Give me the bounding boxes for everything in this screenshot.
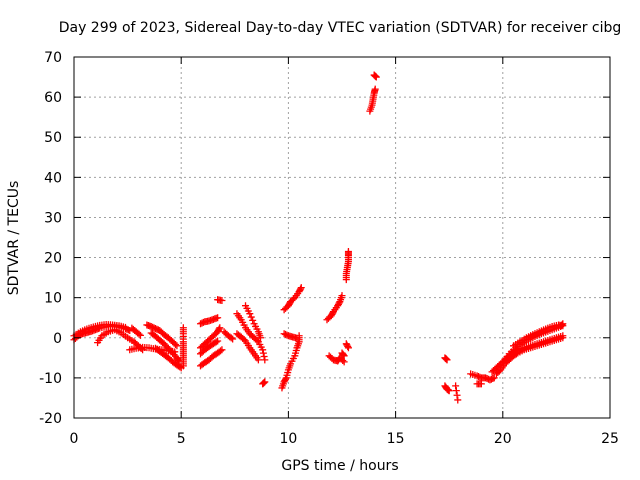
data-point <box>218 346 226 354</box>
x-tick-label: 5 <box>177 431 186 447</box>
data-point <box>477 380 485 388</box>
data-point <box>179 362 187 370</box>
data-point <box>249 316 257 324</box>
chart-title: Day 299 of 2023, Sidereal Day-to-day VTE… <box>59 20 622 36</box>
y-tick-label: 50 <box>44 130 62 146</box>
y-tick-label: -10 <box>39 371 62 387</box>
x-tick-label: 20 <box>494 431 512 447</box>
data-point <box>214 314 222 322</box>
data-point <box>121 323 129 331</box>
x-tick-labels: 0 5 10 15 20 25 <box>70 431 619 447</box>
y-tick-label: 20 <box>44 251 62 267</box>
data-point <box>490 374 498 382</box>
x-tick-label: 25 <box>601 431 619 447</box>
data-point <box>297 284 305 292</box>
data-point <box>214 337 222 345</box>
data-point <box>229 335 237 343</box>
y-tick-label: 0 <box>53 331 62 347</box>
data-point <box>371 85 379 93</box>
data-point <box>344 344 352 352</box>
data-point <box>216 324 224 332</box>
plot-frame <box>73 56 611 419</box>
y-tick-label: -20 <box>39 411 62 427</box>
data-point <box>135 330 143 338</box>
data-point <box>253 336 261 344</box>
data-point <box>293 334 301 342</box>
data-point <box>247 313 255 321</box>
y-tick-label: 30 <box>44 210 62 226</box>
data-point <box>489 375 497 383</box>
data-point <box>452 382 460 390</box>
data-point <box>240 336 248 344</box>
data-point <box>371 72 379 80</box>
data-point <box>512 350 520 358</box>
data-point <box>282 375 290 383</box>
x-tick-label: 10 <box>279 431 297 447</box>
data-point <box>171 340 179 348</box>
data-point <box>339 357 347 365</box>
data-point <box>340 352 348 360</box>
data-point <box>344 248 352 256</box>
y-tick-label: 40 <box>44 170 62 186</box>
x-tick-label: 0 <box>70 431 79 447</box>
x-axis-label: GPS time / hours <box>281 458 398 474</box>
data-point <box>335 299 343 307</box>
data-point <box>215 325 223 333</box>
data-points-layer <box>70 71 567 404</box>
data-point <box>453 391 461 399</box>
data-point <box>338 292 346 300</box>
data-point <box>442 355 450 363</box>
data-point <box>454 396 462 404</box>
data-point <box>372 73 380 81</box>
data-point <box>173 342 181 350</box>
data-point <box>257 334 265 342</box>
y-tick-label: 70 <box>44 50 62 66</box>
data-point <box>443 356 451 364</box>
data-point <box>559 322 567 330</box>
data-point <box>246 310 254 318</box>
data-point <box>261 378 269 386</box>
data-point <box>340 358 348 366</box>
ticks-layer <box>73 56 611 419</box>
data-point <box>452 387 460 395</box>
data-point <box>176 363 184 371</box>
data-point <box>559 334 567 342</box>
data-point <box>442 355 450 363</box>
y-axis-label: SDTVAR / TECUs <box>6 181 22 296</box>
data-point <box>344 342 352 350</box>
y-tick-labels: -20 -10 0 10 20 30 40 50 60 70 <box>39 50 62 427</box>
data-point <box>259 379 267 387</box>
data-point <box>259 349 267 357</box>
y-tick-label: 10 <box>44 291 62 307</box>
y-tick-label: 60 <box>44 90 62 106</box>
x-tick-label: 15 <box>387 431 405 447</box>
data-point <box>254 356 262 364</box>
data-point <box>372 72 380 80</box>
grid-layer <box>74 57 610 418</box>
data-point <box>259 346 267 354</box>
data-point <box>217 347 225 355</box>
data-point <box>212 338 220 346</box>
data-point <box>218 296 226 304</box>
data-point <box>136 331 144 339</box>
data-point <box>297 285 305 293</box>
data-point <box>445 387 453 395</box>
data-point <box>261 356 269 364</box>
data-point <box>260 352 268 360</box>
data-point <box>227 334 235 342</box>
data-point <box>339 351 347 359</box>
data-point <box>260 379 268 387</box>
